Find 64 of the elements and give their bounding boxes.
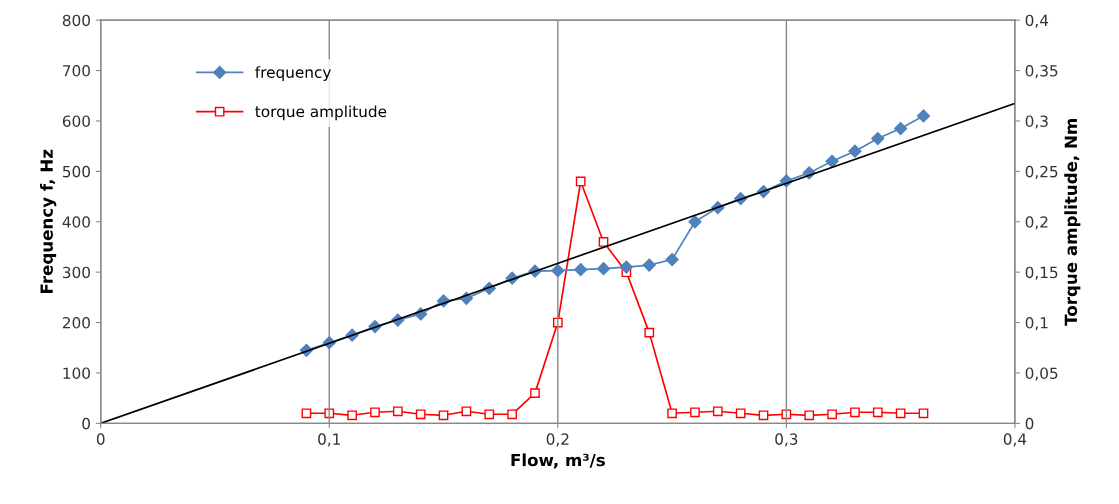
point <box>461 406 472 417</box>
y-tick-label: 700 <box>63 65 90 77</box>
y-tick-label: 400 <box>62 216 90 228</box>
point <box>850 407 860 418</box>
y-axis-title: Frequency f, Hz <box>40 149 57 293</box>
y-tick-label: 200 <box>62 317 90 329</box>
point <box>530 388 540 398</box>
point <box>918 408 929 419</box>
y-tick-label: 0 <box>82 417 90 430</box>
point <box>825 154 839 168</box>
point <box>916 109 931 123</box>
point <box>438 410 449 421</box>
point <box>392 406 403 417</box>
y-tick-label: 100 <box>63 367 90 379</box>
point <box>894 121 908 136</box>
y-tick-label: 800 <box>62 14 90 27</box>
point <box>690 407 700 418</box>
point <box>688 215 702 229</box>
point <box>574 263 588 277</box>
y2-axis-title: Torque amplitude, Nm <box>1064 118 1081 326</box>
legend-label: frequency <box>255 66 331 81</box>
x-axis-title: Flow, m³/s <box>511 453 605 469</box>
point <box>415 409 426 420</box>
y2-tick-label: 0,4 <box>1025 14 1049 28</box>
y2-tick-label: 0,2 <box>1025 216 1048 230</box>
point <box>619 260 633 274</box>
y-tick-label: 500 <box>63 165 90 178</box>
x-tick-label: 0,1 <box>318 433 340 447</box>
point <box>871 132 885 146</box>
point <box>735 408 746 419</box>
point <box>551 264 565 278</box>
y2-tick-label: 0,25 <box>1025 165 1058 179</box>
point <box>827 409 837 420</box>
point <box>895 408 906 419</box>
point <box>848 144 862 158</box>
point <box>872 407 883 418</box>
y2-tick-label: 0,3 <box>1025 115 1048 129</box>
point <box>712 406 723 417</box>
point <box>667 408 677 419</box>
y2-tick-label: 0,05 <box>1025 367 1058 381</box>
point <box>370 407 380 418</box>
point <box>575 176 586 187</box>
point <box>507 409 517 420</box>
y-tick-label: 300 <box>62 266 90 279</box>
x-tick-label: 0,3 <box>775 433 798 447</box>
point <box>324 408 335 419</box>
point <box>644 327 655 338</box>
y2-tick-label: 0,35 <box>1025 65 1058 79</box>
y2-tick-label: 0,1 <box>1025 317 1048 331</box>
point <box>484 409 495 420</box>
point <box>758 410 769 421</box>
y-tick-label: 600 <box>62 115 90 127</box>
x-tick-label: 0,4 <box>1003 433 1027 447</box>
point <box>596 262 611 276</box>
y2-tick-label: 0,15 <box>1025 266 1058 280</box>
legend-label: torque amplitude <box>255 105 387 121</box>
point <box>665 252 679 267</box>
point <box>804 410 815 421</box>
point <box>347 410 357 421</box>
x-tick-label: 0,2 <box>546 433 569 447</box>
point <box>301 408 312 419</box>
x-tick-label: 0 <box>96 433 105 445</box>
point <box>642 258 656 272</box>
y2-tick-label: 0 <box>1025 417 1034 430</box>
